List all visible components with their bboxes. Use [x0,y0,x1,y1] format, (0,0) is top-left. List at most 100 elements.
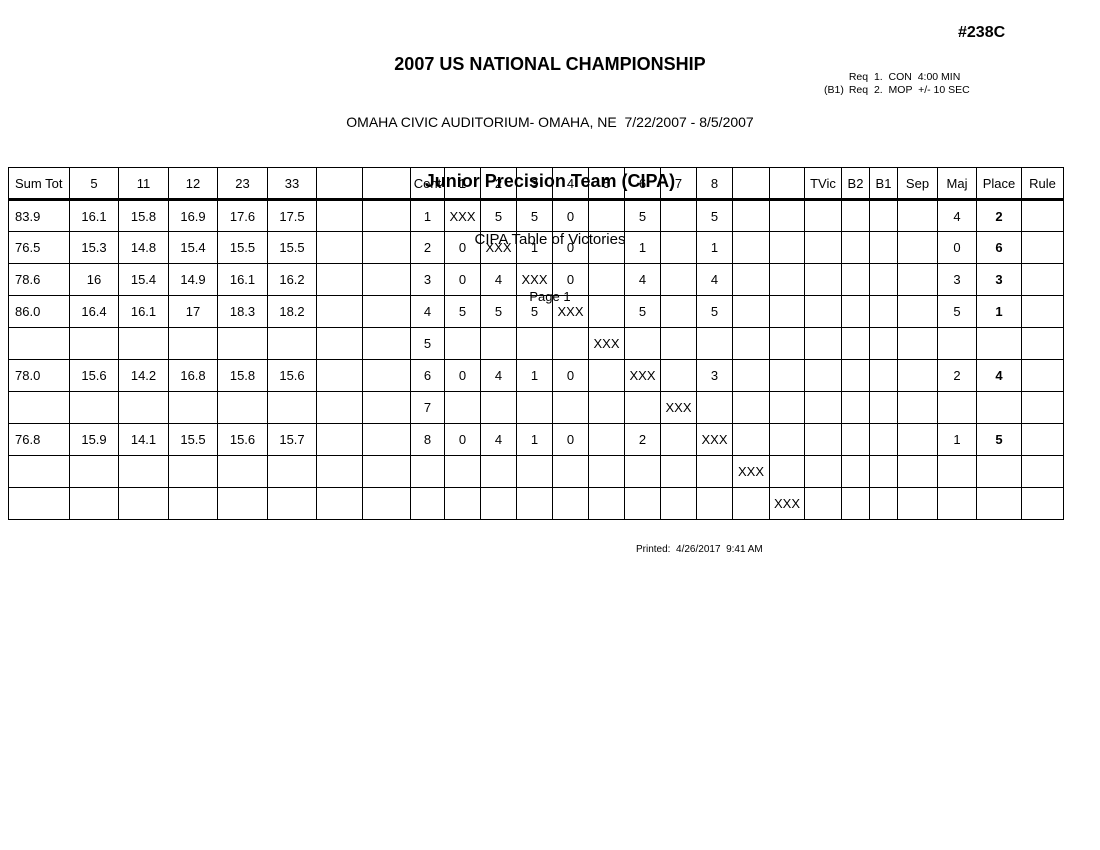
cell: 5 [444,295,481,328]
cell [841,295,870,328]
cell [588,423,625,456]
cell [8,487,70,520]
cell: 16.9 [168,199,218,232]
cell [552,455,589,488]
cell [444,327,481,360]
cell: 15.4 [118,263,169,296]
column-header: Maj [937,167,977,201]
cell [267,327,317,360]
cell: 15.3 [69,231,119,264]
cell: 0 [552,231,589,264]
cell [316,359,363,392]
cell: XXX [588,327,625,360]
cell [8,455,70,488]
cell [316,455,363,488]
cell [316,327,363,360]
cell [897,487,938,520]
cell [660,295,697,328]
cell [841,359,870,392]
cell: 5 [696,295,733,328]
cell: 1 [937,423,977,456]
cell [624,455,661,488]
cell: 16.4 [69,295,119,328]
cell: 2 [624,423,661,456]
cell: 15.5 [217,231,268,264]
cell: XXX [624,359,661,392]
requirement-prefix [824,71,844,84]
cell [588,487,625,520]
cell [732,359,770,392]
cell [1021,263,1064,296]
cell [804,231,842,264]
cell [869,423,898,456]
cell: 16.8 [168,359,218,392]
cell [732,487,770,520]
cell [769,231,805,264]
cell [624,327,661,360]
cell [1021,455,1064,488]
cell: 5 [976,423,1022,456]
cell [362,359,411,392]
table-row: XXX [8,487,1064,520]
cell [1021,391,1064,424]
cell: 18.2 [267,295,317,328]
cell: XXX [552,295,589,328]
cell: 4 [696,263,733,296]
cell [869,327,898,360]
cell [516,455,553,488]
cell: 0 [552,199,589,232]
cell [118,327,169,360]
cell [732,295,770,328]
requirement-text: Req 1. CON 4:00 MIN [848,71,961,83]
column-header: 12 [168,167,218,201]
cell [897,391,938,424]
cell: 16.1 [69,199,119,232]
cell [804,487,842,520]
cell: 0 [552,263,589,296]
cell [804,391,842,424]
cell: 5 [480,199,517,232]
cell: 76.5 [8,231,70,264]
cell [588,359,625,392]
table-body: 83.9 16.1 15.8 16.9 17.6 17.5 1 XXX 5 5 0 5 5 4 2 76.5 1… [8,199,1064,520]
column-header: 2 [480,167,517,201]
cell [732,423,770,456]
cell [897,423,938,456]
cell: XXX [660,391,697,424]
cell [769,359,805,392]
cell [410,455,445,488]
cell: 1 [696,231,733,264]
cell [480,487,517,520]
cell [869,487,898,520]
cell [804,455,842,488]
cell [897,455,938,488]
cell [869,295,898,328]
cell: 17 [168,295,218,328]
cell: 76.8 [8,423,70,456]
table-row: 76.5 15.3 14.8 15.4 15.5 15.5 2 0 XXX 1 0 1 1 0 6 [8,231,1064,264]
cell [316,199,363,232]
cell: 3 [976,263,1022,296]
cell: 78.6 [8,263,70,296]
column-header [769,167,805,201]
cell [869,359,898,392]
cell [362,455,411,488]
cell: 6 [410,359,445,392]
cell [267,487,317,520]
cell: XXX [769,487,805,520]
cell: 2 [410,231,445,264]
cell: 1 [516,423,553,456]
column-header [362,167,411,201]
column-header [732,167,770,201]
cell [480,391,517,424]
cell [588,391,625,424]
cell: 5 [624,199,661,232]
cell: 4 [480,359,517,392]
cell: 0 [444,263,481,296]
cell [869,199,898,232]
cell [362,295,411,328]
cell: 15.9 [69,423,119,456]
cell [732,231,770,264]
cell: 16.2 [267,263,317,296]
cell [897,231,938,264]
